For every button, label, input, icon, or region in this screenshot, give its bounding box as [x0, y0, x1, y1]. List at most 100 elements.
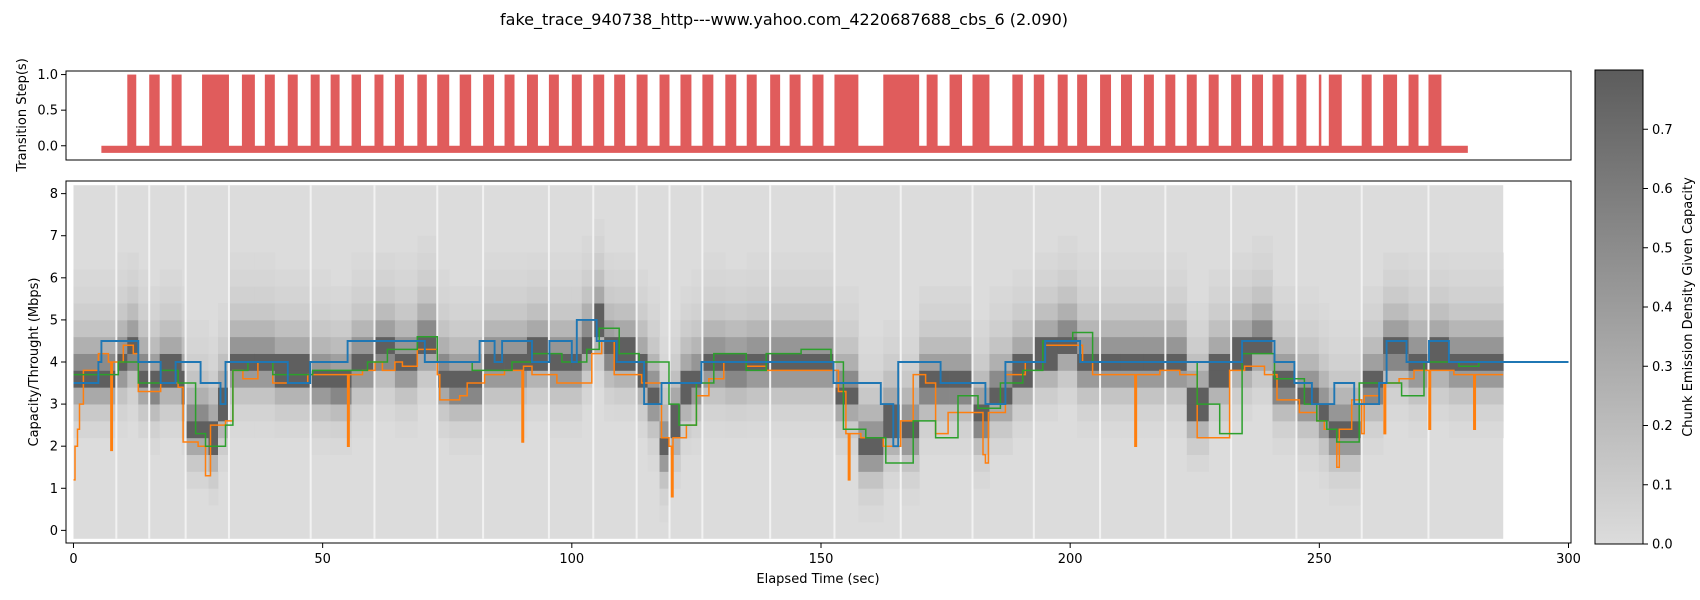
- heatmap-cell: [1272, 387, 1297, 405]
- heatmap-cell: [208, 370, 219, 388]
- heatmap-cell: [789, 269, 813, 287]
- transition-step-bar: [1186, 74, 1197, 147]
- heatmap-cell: [691, 336, 703, 354]
- heatmap-cell: [1033, 286, 1059, 304]
- transition-step-bar: [1252, 74, 1264, 147]
- ytick-label: 7: [50, 229, 58, 244]
- heatmap-cell: [883, 319, 902, 338]
- heatmap-cell: [330, 336, 352, 354]
- heatmap-cell: [949, 437, 973, 456]
- heatmap-cell: [614, 303, 638, 321]
- heatmap-cell: [504, 319, 528, 338]
- heatmap-cell: [1448, 370, 1504, 388]
- heatmap-cell: [691, 437, 703, 456]
- heatmap-cell: [1100, 404, 1122, 422]
- heatmap-cell: [394, 404, 418, 422]
- heatmap-cell: [1077, 319, 1101, 338]
- heatmap-cell: [1143, 404, 1166, 422]
- heatmap-cell: [1296, 454, 1320, 472]
- heatmap-cell: [1383, 286, 1409, 304]
- heatmap-cell: [330, 420, 352, 439]
- heatmap-cell: [1143, 252, 1166, 270]
- heatmap-cell: [548, 404, 573, 422]
- heatmap-cell: [254, 319, 276, 338]
- heatmap-cell: [1077, 269, 1101, 287]
- transition-step-bar: [1328, 74, 1342, 147]
- heatmap-cell: [417, 387, 438, 405]
- heatmap-cell: [504, 303, 528, 321]
- heatmap-cell: [1318, 454, 1330, 472]
- heatmap-cell: [812, 420, 835, 439]
- heatmap-cell: [593, 286, 605, 304]
- heatmap-cell: [73, 286, 117, 304]
- heatmap-cell: [548, 252, 573, 270]
- heatmap-cell: [883, 404, 902, 422]
- heatmap-cell: [858, 387, 884, 405]
- heatmap-cell: [526, 303, 550, 321]
- heatmap-cell: [73, 353, 117, 371]
- heatmap-cell: [1272, 319, 1297, 338]
- heatmap-cell: [812, 387, 835, 405]
- transition-step-bar: [746, 74, 757, 147]
- heatmap-cell: [185, 404, 209, 422]
- heatmap-cell: [702, 252, 726, 270]
- heatmap-cell: [1057, 252, 1078, 270]
- heatmap-cell: [1361, 370, 1384, 388]
- heatmap-cell: [1383, 353, 1409, 371]
- heatmap-cell: [1165, 420, 1188, 439]
- heatmap-cell: [614, 370, 638, 388]
- heatmap-cell: [725, 269, 748, 287]
- heatmap-cell: [374, 286, 396, 304]
- heatmap-cell: [919, 336, 950, 354]
- heatmap-cell: [1231, 286, 1253, 304]
- transition-step-bar: [725, 74, 737, 147]
- heatmap-cell: [581, 235, 594, 253]
- heatmap-cell: [1186, 454, 1210, 472]
- heatmap-cell: [274, 387, 312, 405]
- heatmap-cell: [208, 387, 219, 405]
- heatmap-cell: [1318, 471, 1330, 489]
- heatmap-cell: [669, 454, 681, 472]
- heatmap-cell: [1272, 437, 1297, 456]
- heatmap-cell: [181, 370, 187, 388]
- heatmap-cell: [883, 370, 902, 388]
- heatmap-cell: [1296, 437, 1320, 456]
- transition-step-bar: [330, 74, 340, 147]
- heatmap-cell: [1328, 454, 1363, 472]
- heatmap-cell: [989, 319, 1013, 338]
- heatmap-cell: [1318, 319, 1330, 338]
- transition-step-bar: [171, 74, 182, 147]
- xtick-label: 200: [1058, 552, 1083, 567]
- heatmap-cell: [1186, 319, 1210, 338]
- heatmap-cell: [1100, 370, 1122, 388]
- heatmap-cell: [604, 252, 615, 270]
- heatmap-cell: [789, 286, 813, 304]
- heatmap-cell: [437, 336, 450, 354]
- heatmap-cell: [1120, 370, 1145, 388]
- heatmap-cell: [614, 269, 638, 287]
- heatmap-cell: [1428, 404, 1450, 422]
- transition-step-bar: [264, 74, 275, 147]
- heatmap-cell: [659, 454, 670, 472]
- heatmap-cell: [1252, 303, 1273, 321]
- chunk-density-heatmap: [73, 185, 1504, 539]
- transition-step-bar: [287, 74, 298, 147]
- transition-step-bar: [351, 74, 362, 147]
- xtick-label: 250: [1307, 552, 1332, 567]
- heatmap-cell: [789, 319, 813, 338]
- heatmap-cell: [647, 454, 660, 472]
- heatmap-cell: [1231, 319, 1253, 338]
- heatmap-cell: [310, 387, 332, 405]
- heatmap-cell: [789, 303, 813, 321]
- heatmap-cell: [1408, 286, 1429, 304]
- heatmap-cell: [1012, 269, 1035, 287]
- heatmap-cell: [449, 370, 461, 388]
- colorbar-tick-label: 0.6: [1652, 182, 1673, 197]
- heatmap-cell: [459, 387, 484, 405]
- heatmap-cell: [254, 269, 276, 287]
- heatmap-cell: [571, 387, 583, 405]
- heatmap-cell: [789, 252, 813, 270]
- capacity-throughput-yticks: 0 1 2 3 4 5 6 7 8: [50, 187, 66, 539]
- heatmap-cell: [1361, 336, 1384, 354]
